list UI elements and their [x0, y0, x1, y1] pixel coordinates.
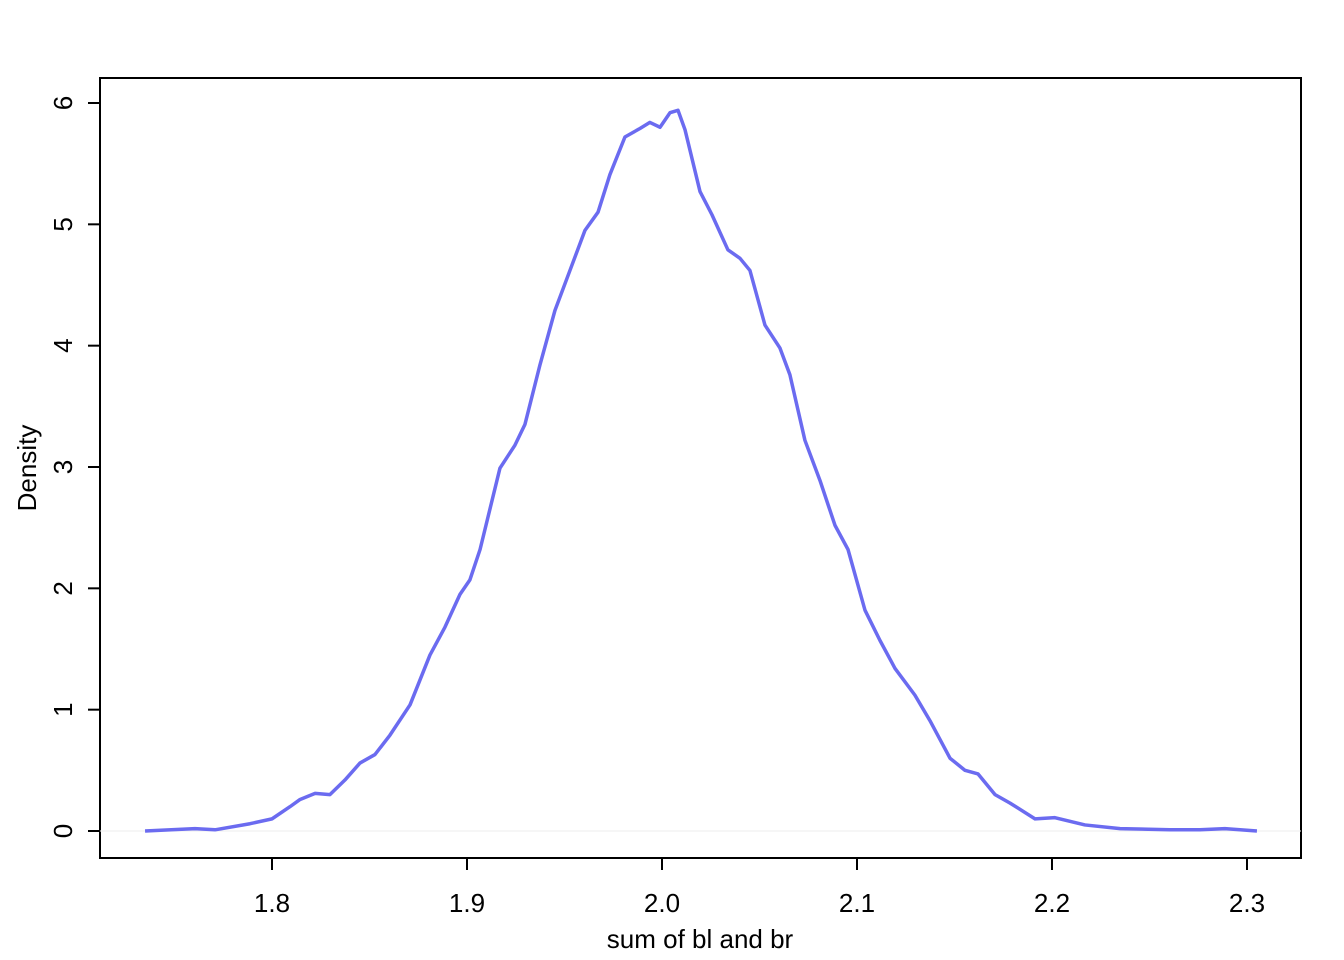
x-tick-label: 1.8 [254, 888, 290, 918]
x-axis-label: sum of bl and br [607, 924, 794, 954]
x-tick-label: 2.3 [1229, 888, 1265, 918]
density-line [144, 108, 1258, 833]
plot-frame [99, 77, 1302, 859]
y-axis-label: Density [12, 425, 42, 512]
y-tick-label: 6 [48, 96, 78, 110]
x-tick-label: 2.0 [644, 888, 680, 918]
x-tick-label: 1.9 [449, 888, 485, 918]
y-tick-label: 4 [48, 338, 78, 352]
x-tick-label: 2.1 [839, 888, 875, 918]
y-tick-label: 5 [48, 217, 78, 231]
y-tick-label: 2 [48, 581, 78, 595]
y-tick-label: 1 [48, 702, 78, 716]
x-tick-label: 2.2 [1034, 888, 1070, 918]
y-tick-label: 0 [48, 824, 78, 838]
y-tick-label: 3 [48, 460, 78, 474]
